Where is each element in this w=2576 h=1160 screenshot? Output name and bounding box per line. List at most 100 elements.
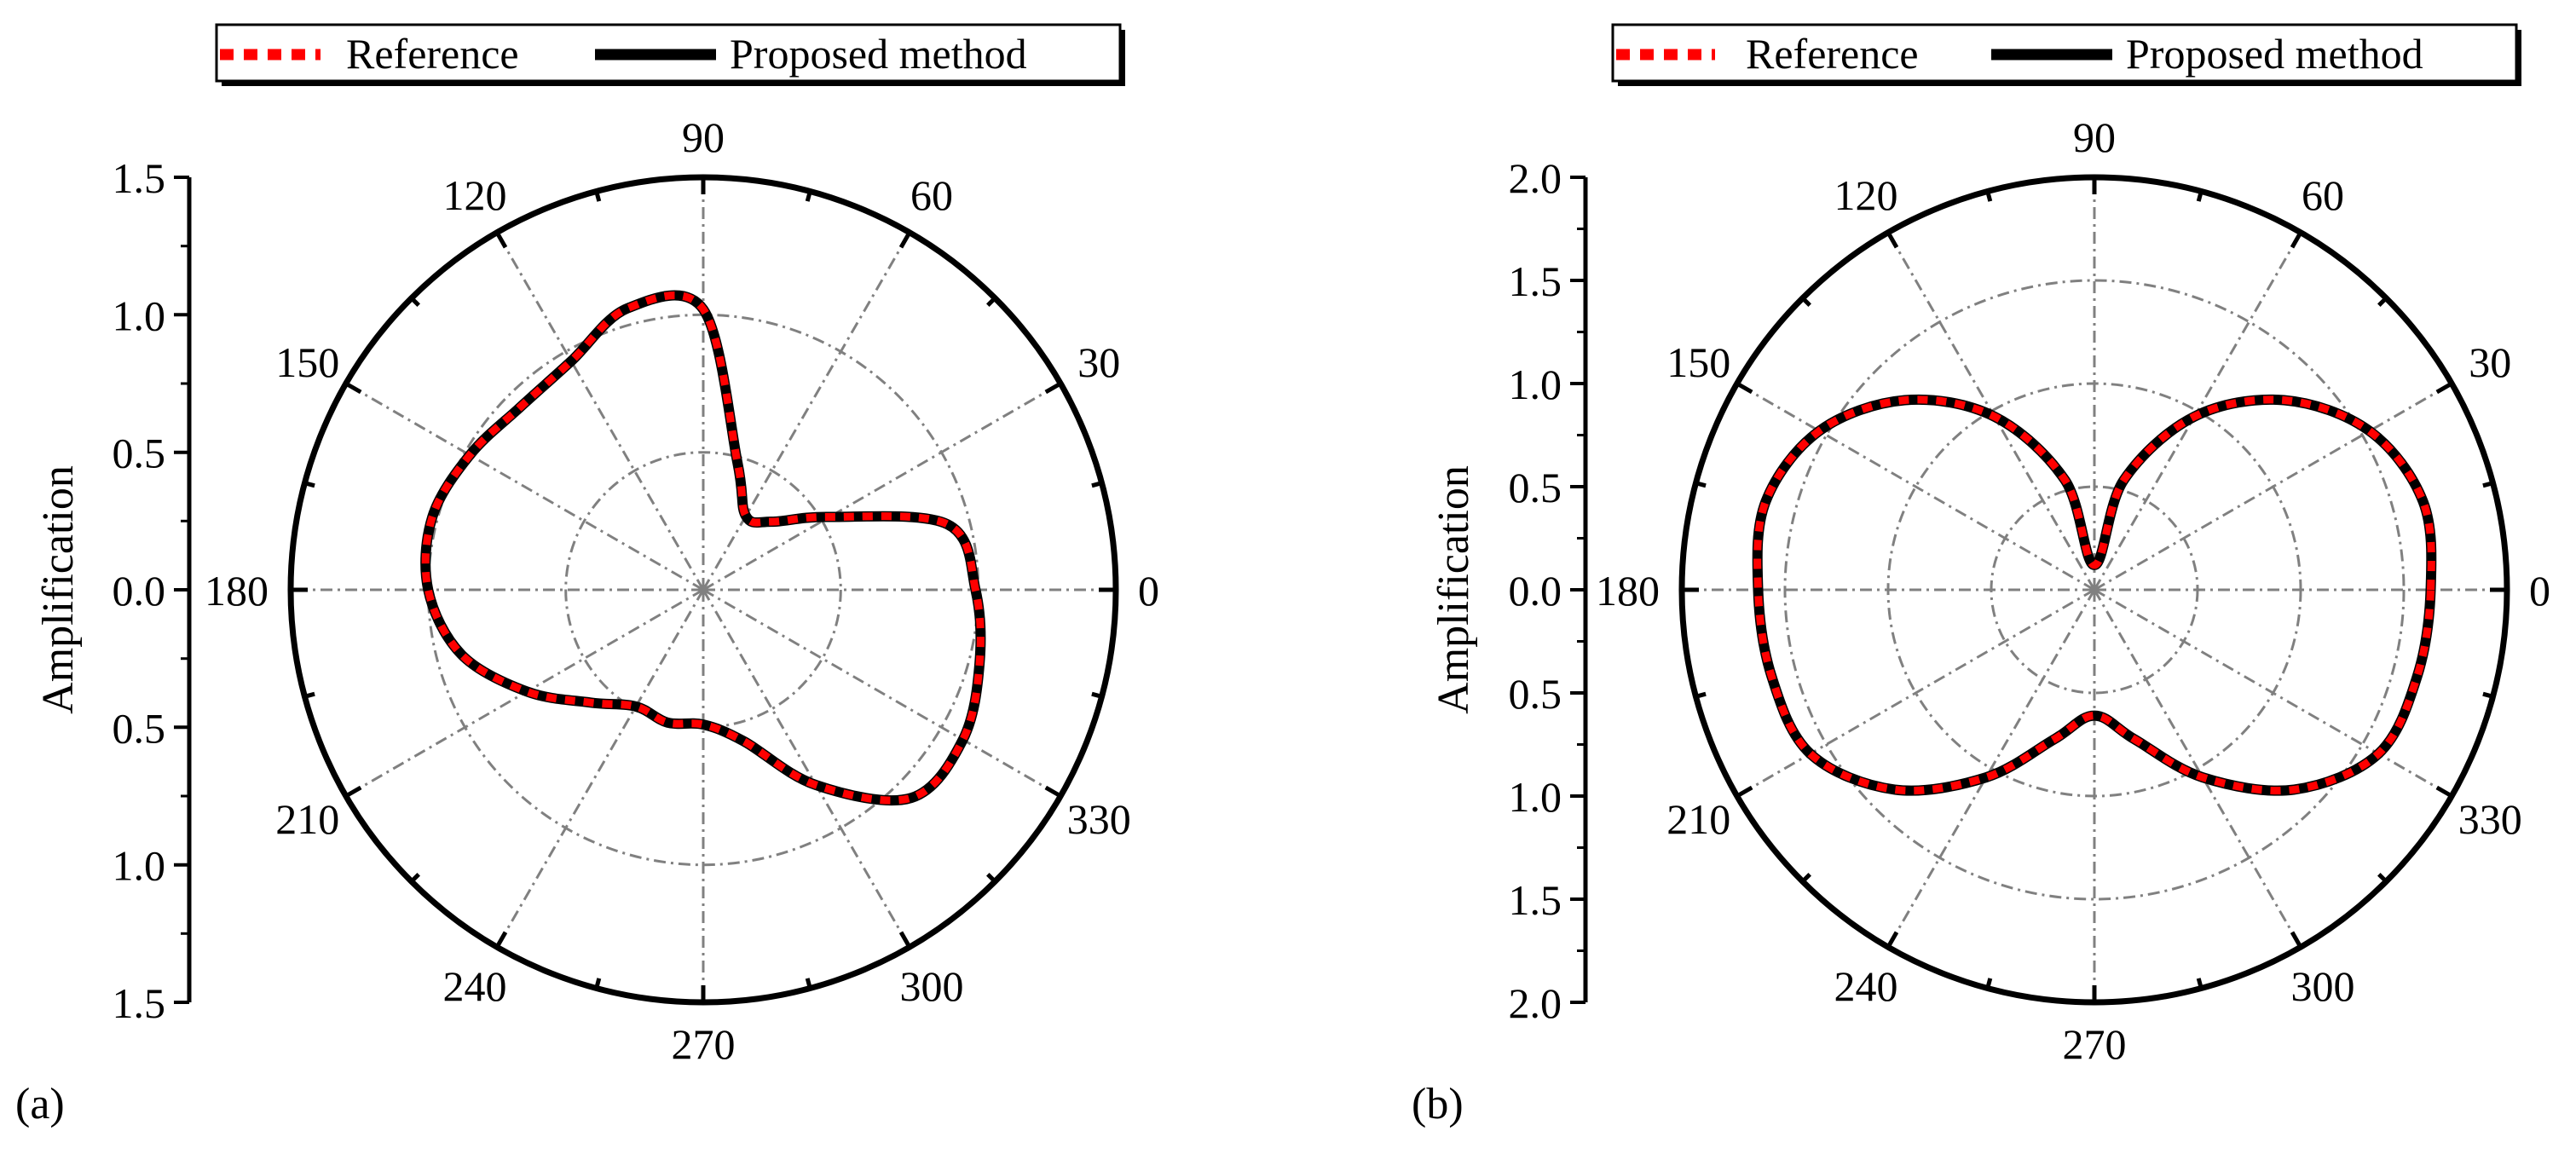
angle-label-300: 300 <box>900 962 964 1010</box>
grid-circle-1 <box>1886 382 2302 798</box>
outer-tick-300 <box>898 931 912 949</box>
grid-spoke-150 <box>1736 382 2095 592</box>
radial-tick-label: 0.5 <box>1509 670 1562 718</box>
angle-label-0: 0 <box>2529 567 2550 615</box>
angle-label-0: 0 <box>1138 567 1159 615</box>
legend-b: Reference Proposed method <box>1611 23 2521 86</box>
outer-tick-105 <box>1985 190 1993 202</box>
outer-tick-30 <box>1044 381 1062 395</box>
outer-tick-330 <box>1044 785 1062 799</box>
radial-tick-label: 0.5 <box>113 704 166 752</box>
radial-tick-label: 1.5 <box>1509 876 1562 924</box>
outer-tick-120 <box>1886 231 1899 249</box>
grid-spoke-150 <box>345 382 704 592</box>
panel-label-a: (a) <box>15 1080 65 1128</box>
angle-label-60: 60 <box>910 171 953 219</box>
polar-grid-a <box>291 177 1116 1002</box>
angle-label-210: 210 <box>1666 795 1730 843</box>
angle-label-330: 330 <box>1067 795 1131 843</box>
grid-spoke-300 <box>702 589 911 948</box>
grid-circle-0.5 <box>1990 485 2199 695</box>
outer-tick-225 <box>1801 873 1811 883</box>
outer-tick-240 <box>1886 931 1899 949</box>
radial-tick-label: 0.5 <box>113 430 166 477</box>
radial-tick-label: 2.0 <box>1509 979 1562 1027</box>
angle-label-60: 60 <box>2302 171 2344 219</box>
outer-tick-255 <box>1985 978 1993 990</box>
outer-tick-150 <box>1736 381 1753 395</box>
outer-tick-15 <box>1091 481 1103 488</box>
outer-ticks-a <box>291 177 1116 1002</box>
outer-tick-285 <box>805 978 812 990</box>
outer-tick-75 <box>2196 190 2203 202</box>
radial-tick-label: 1.5 <box>113 154 166 202</box>
radial-tick-label: 1.0 <box>113 842 166 890</box>
outer-tick-255 <box>594 978 602 990</box>
outer-tick-15 <box>2482 481 2494 488</box>
legend-a-proposed-label: Proposed method <box>730 30 1027 78</box>
radial-tick-label: 0.5 <box>1509 464 1562 511</box>
outer-tick-195 <box>303 691 315 699</box>
angle-labels-a: 0 30 60 90 120 150 180 210 240 270 300 330 <box>205 113 1159 1068</box>
angle-label-180: 180 <box>1596 567 1660 615</box>
data-series-a <box>420 290 986 806</box>
grid-spoke-30 <box>702 382 1061 592</box>
outer-tick-120 <box>494 231 508 249</box>
y-axis-label-b: Amplification <box>1430 465 1478 714</box>
angle-label-270: 270 <box>672 1020 736 1068</box>
series-line-proposed-method <box>420 290 986 806</box>
outer-tick-60 <box>2290 231 2303 249</box>
radial-axis-b: 2.0 1.5 1.0 0.5 0.0 0.5 1.0 1.5 2.0 <box>1509 154 1588 1027</box>
panel-a: Reference Proposed method 0 30 60 90 120 150 1… <box>15 23 1159 1128</box>
angle-label-240: 240 <box>443 962 507 1010</box>
outer-tick-165 <box>1695 481 1707 488</box>
outer-tick-345 <box>1091 691 1103 699</box>
angle-label-90: 90 <box>682 113 725 161</box>
outer-tick-225 <box>410 873 420 883</box>
outer-tick-45 <box>2377 297 2388 307</box>
outer-tick-345 <box>2482 691 2494 699</box>
grid-spoke-120 <box>495 232 705 591</box>
radial-tick-label: 1.5 <box>113 979 166 1027</box>
outer-tick-210 <box>1736 785 1753 799</box>
outer-ticks-b <box>1682 177 2507 1002</box>
outer-tick-30 <box>2435 381 2453 395</box>
outer-tick-285 <box>2196 978 2203 990</box>
outer-tick-315 <box>986 873 996 883</box>
angle-label-150: 150 <box>1666 338 1730 386</box>
angle-label-150: 150 <box>275 338 339 386</box>
radial-axis-a: 1.5 1.0 0.5 0.0 0.5 1.0 1.5 <box>113 154 192 1027</box>
grid-spoke-210 <box>1736 588 2095 798</box>
grid-spoke-240 <box>495 589 705 948</box>
radial-tick-label: 1.0 <box>1509 773 1562 821</box>
radial-tick-label: 0.0 <box>1509 567 1562 615</box>
grid-circle-1.5 <box>1783 279 2406 901</box>
outer-tick-135 <box>1801 297 1811 307</box>
angle-label-300: 300 <box>2291 962 2355 1010</box>
outer-tick-165 <box>303 481 315 488</box>
grid-spoke-330 <box>702 588 1061 798</box>
angle-label-90: 90 <box>2073 113 2116 161</box>
outer-tick-105 <box>594 190 602 202</box>
angle-labels-b: 0 30 60 90 120 150 180 210 240 270 300 330 <box>1596 113 2550 1068</box>
legend-b-proposed-label: Proposed method <box>2126 30 2423 78</box>
outer-tick-240 <box>494 931 508 949</box>
y-axis-label-a: Amplification <box>34 465 83 714</box>
outer-tick-150 <box>344 381 362 395</box>
outer-tick-45 <box>986 297 996 307</box>
outer-tick-315 <box>2377 873 2388 883</box>
outer-tick-330 <box>2435 785 2453 799</box>
panel-label-b: (b) <box>1412 1080 1464 1128</box>
legend-a: Reference Proposed method <box>215 23 1125 86</box>
outer-tick-60 <box>898 231 912 249</box>
angle-label-180: 180 <box>205 567 269 615</box>
angle-label-120: 120 <box>1834 171 1898 219</box>
series-line-reference <box>1753 395 2435 795</box>
outer-tick-195 <box>1695 691 1707 699</box>
outer-tick-210 <box>344 785 362 799</box>
legend-b-reference-label: Reference <box>1746 30 1919 78</box>
polar-grid-b <box>1682 177 2507 1002</box>
panel-b: Reference Proposed method 0 30 60 90 120 150 1… <box>1412 23 2550 1128</box>
